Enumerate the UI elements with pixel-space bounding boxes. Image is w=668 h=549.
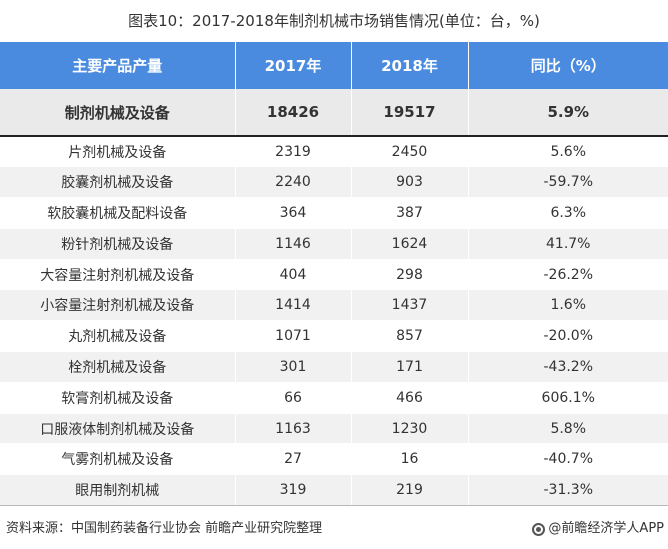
cell-yoy: 41.7% (468, 228, 668, 260)
cell-product: 小容量注射剂机械及设备 (0, 289, 236, 322)
cell-value-2018: 219 (351, 474, 469, 507)
table-row: 片剂机械及设备 2319 2450 5.6% (0, 136, 668, 168)
table-row: 大容量注射剂机械及设备 404 298 -26.2% (0, 259, 668, 291)
cell-value-2018: 16 (351, 443, 469, 476)
header-2017: 2017年 (235, 42, 352, 89)
table-row: 粉针剂机械及设备 1146 1624 41.7% (0, 228, 668, 260)
cell-value-2017: 1146 (235, 228, 352, 260)
table-row: 气雾剂机械及设备 27 16 -40.7% (0, 443, 668, 476)
cell-product: 丸剂机械及设备 (0, 320, 236, 353)
cell-yoy: 606.1% (468, 382, 668, 414)
cell-value-2018: 1230 (351, 413, 469, 445)
summary-2018: 19517 (351, 89, 469, 137)
cell-value-2017: 364 (235, 197, 352, 229)
footer: 资料来源：中国制药装备行业协会 前瞻产业研究院整理 @前瞻经济学人APP (0, 516, 668, 542)
cell-product: 粉针剂机械及设备 (0, 228, 236, 260)
table-row: 软膏剂机械及设备 66 466 606.1% (0, 382, 668, 414)
cell-value-2017: 1071 (235, 320, 352, 353)
cell-value-2018: 1624 (351, 228, 469, 260)
cell-product: 眼用制剂机械 (0, 474, 236, 507)
cell-value-2018: 903 (351, 166, 469, 199)
cell-product: 软胶囊机械及配料设备 (0, 197, 236, 229)
table-row: 栓剂机械及设备 301 171 -43.2% (0, 351, 668, 383)
summary-yoy: 5.9% (468, 89, 668, 137)
cell-value-2018: 1437 (351, 289, 469, 322)
cell-product: 胶囊剂机械及设备 (0, 166, 236, 199)
header-row: 主要产品产量 2017年 2018年 同比（%） (0, 42, 668, 89)
cell-yoy: -31.3% (468, 474, 668, 507)
table-row: 丸剂机械及设备 1071 857 -20.0% (0, 320, 668, 353)
chart-title: 图表10：2017-2018年制剂机械市场销售情况(单位：台，%) (128, 12, 540, 30)
cell-value-2017: 404 (235, 259, 352, 291)
cell-yoy: -20.0% (468, 320, 668, 353)
cell-product: 口服液体制剂机械及设备 (0, 413, 236, 445)
table-row: 小容量注射剂机械及设备 1414 1437 1.6% (0, 289, 668, 322)
table-row: 胶囊剂机械及设备 2240 903 -59.7% (0, 166, 668, 199)
cell-value-2018: 857 (351, 320, 469, 353)
cell-value-2017: 27 (235, 443, 352, 476)
table-row: 软胶囊机械及配料设备 364 387 6.3% (0, 197, 668, 229)
cell-product: 气雾剂机械及设备 (0, 443, 236, 476)
cell-value-2017: 301 (235, 351, 352, 383)
cell-yoy: 1.6% (468, 289, 668, 322)
cell-yoy: 6.3% (468, 197, 668, 229)
cell-value-2017: 2240 (235, 166, 352, 199)
cell-value-2018: 298 (351, 259, 469, 291)
cell-product: 软膏剂机械及设备 (0, 382, 236, 414)
cell-value-2017: 1163 (235, 413, 352, 445)
table-row: 眼用制剂机械 319 219 -31.3% (0, 474, 668, 507)
cell-product: 大容量注射剂机械及设备 (0, 259, 236, 291)
cell-yoy: -43.2% (468, 351, 668, 383)
cell-product: 栓剂机械及设备 (0, 351, 236, 383)
summary-product: 制剂机械及设备 (0, 89, 236, 137)
summary-2017: 18426 (235, 89, 352, 137)
source-note: 资料来源：中国制药装备行业协会 前瞻产业研究院整理 (6, 521, 323, 536)
summary-row: 制剂机械及设备 18426 19517 5.9% (0, 89, 668, 137)
brand-label: @前瞻经济学人APP (548, 521, 664, 536)
brand-watermark: @前瞻经济学人APP (532, 516, 664, 542)
cell-product: 片剂机械及设备 (0, 136, 236, 168)
cell-yoy: 5.6% (468, 136, 668, 168)
cell-value-2017: 66 (235, 382, 352, 414)
cell-yoy: -26.2% (468, 259, 668, 291)
cell-value-2018: 466 (351, 382, 469, 414)
cell-value-2018: 2450 (351, 136, 469, 168)
cell-yoy: -59.7% (468, 166, 668, 199)
cell-value-2017: 319 (235, 474, 352, 507)
cell-value-2017: 2319 (235, 136, 352, 168)
sales-table: 主要产品产量 2017年 2018年 同比（%） 制剂机械及设备 18426 1… (0, 42, 668, 507)
cell-value-2017: 1414 (235, 289, 352, 322)
brand-logo-icon (532, 522, 546, 536)
cell-value-2018: 387 (351, 197, 469, 229)
header-yoy: 同比（%） (468, 42, 668, 89)
cell-value-2018: 171 (351, 351, 469, 383)
table-row: 口服液体制剂机械及设备 1163 1230 5.8% (0, 413, 668, 445)
header-2018: 2018年 (351, 42, 469, 89)
cell-yoy: 5.8% (468, 413, 668, 445)
header-product: 主要产品产量 (0, 42, 236, 89)
cell-yoy: -40.7% (468, 443, 668, 476)
